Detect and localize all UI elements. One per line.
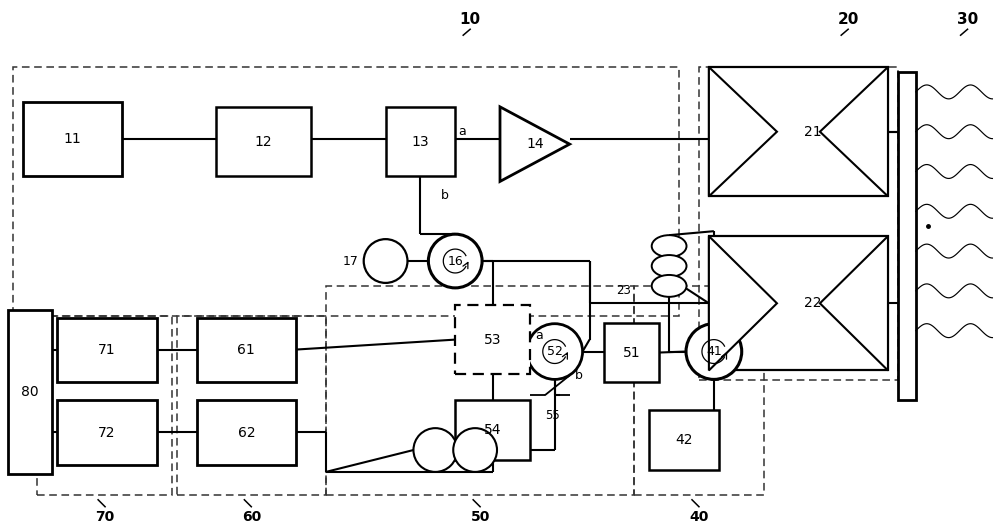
Text: 10: 10 (460, 12, 481, 27)
Bar (57, 400, 157, 465)
Bar (197, 400, 296, 465)
Polygon shape (820, 67, 888, 196)
Text: 12: 12 (255, 135, 273, 149)
Text: a: a (458, 125, 466, 138)
Text: 13: 13 (412, 135, 429, 149)
Circle shape (686, 324, 742, 380)
Circle shape (527, 324, 583, 380)
Text: 53: 53 (484, 332, 501, 347)
Text: 21: 21 (804, 125, 822, 139)
Bar (649, 410, 719, 470)
Text: 70: 70 (95, 510, 115, 524)
Circle shape (364, 239, 407, 283)
Text: 16: 16 (447, 254, 463, 268)
Text: 22: 22 (804, 296, 822, 310)
Polygon shape (709, 236, 777, 371)
Bar (634, 286, 764, 495)
Bar (455, 400, 530, 460)
Text: 60: 60 (242, 510, 261, 524)
Text: 55: 55 (545, 409, 560, 422)
Ellipse shape (652, 275, 687, 297)
Text: 42: 42 (675, 433, 693, 447)
Bar (699, 67, 898, 380)
Bar (709, 67, 888, 196)
Bar (455, 305, 530, 374)
Text: 61: 61 (237, 343, 255, 357)
Text: 51: 51 (623, 346, 641, 359)
Text: b: b (575, 369, 582, 382)
Polygon shape (820, 236, 888, 371)
Polygon shape (500, 107, 570, 182)
Bar (604, 323, 659, 382)
Text: 30: 30 (957, 12, 978, 27)
Circle shape (428, 234, 482, 288)
Bar (898, 72, 916, 400)
Text: 17: 17 (343, 254, 359, 268)
Text: 41: 41 (706, 345, 722, 358)
Bar (216, 107, 311, 176)
Text: 62: 62 (238, 426, 255, 440)
Text: 11: 11 (63, 132, 81, 146)
Bar (57, 318, 157, 382)
Ellipse shape (652, 255, 687, 277)
Text: 80: 80 (21, 385, 39, 399)
Text: 54: 54 (484, 423, 501, 437)
Text: 20: 20 (837, 12, 859, 27)
Bar (37, 316, 172, 495)
Text: 71: 71 (98, 343, 116, 357)
Bar (386, 107, 455, 176)
Bar (8, 310, 52, 474)
Circle shape (413, 428, 457, 472)
Text: a: a (535, 329, 543, 342)
Circle shape (453, 428, 497, 472)
Text: b: b (441, 190, 449, 202)
Text: 72: 72 (98, 426, 116, 440)
Text: 14: 14 (526, 137, 544, 151)
Text: 52: 52 (547, 345, 563, 358)
Bar (13, 67, 679, 316)
Bar (326, 286, 634, 495)
Polygon shape (709, 67, 777, 196)
Bar (23, 102, 122, 176)
Ellipse shape (652, 235, 687, 257)
Text: 23: 23 (616, 285, 631, 297)
Text: 50: 50 (470, 510, 490, 524)
Bar (177, 316, 326, 495)
Text: 40: 40 (689, 510, 709, 524)
Bar (709, 236, 888, 371)
Bar (197, 318, 296, 382)
